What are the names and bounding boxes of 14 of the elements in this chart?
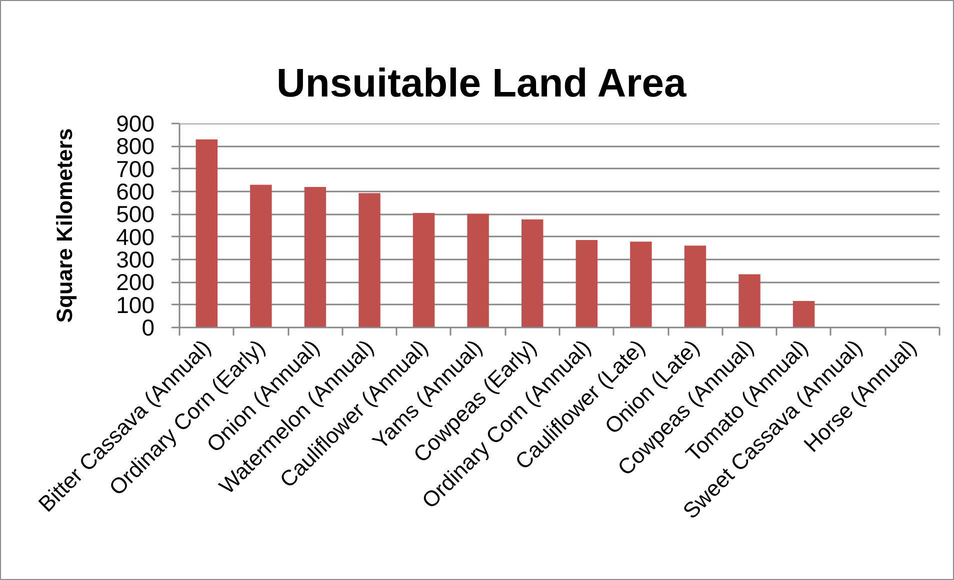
bar <box>304 186 326 328</box>
bar <box>522 219 544 328</box>
bar <box>792 300 815 328</box>
bar <box>412 213 435 328</box>
bar <box>250 184 272 328</box>
bar <box>196 139 218 328</box>
y-axis-title: Square Kilometers <box>52 128 78 323</box>
chart-title: Unsuitable Land Area <box>276 62 687 106</box>
bar <box>630 242 652 328</box>
bar <box>467 214 489 328</box>
bar <box>684 246 706 328</box>
bar <box>738 274 760 328</box>
bar <box>358 193 380 328</box>
bar <box>576 240 598 328</box>
